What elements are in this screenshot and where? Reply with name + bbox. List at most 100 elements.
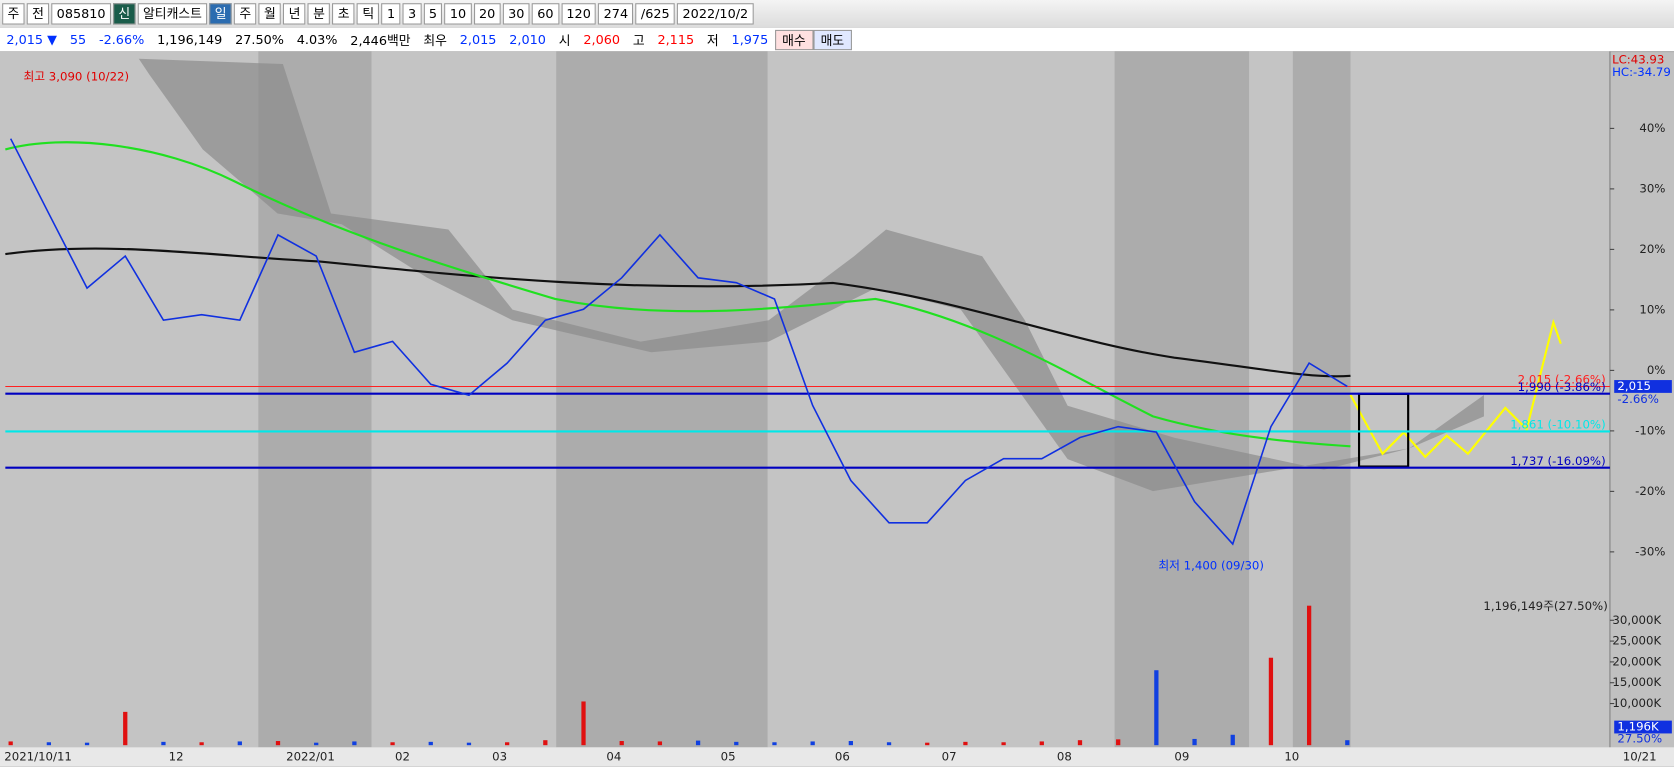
ma-line — [5, 141, 1351, 448]
sell-button[interactable]: 매도 — [813, 29, 852, 50]
volume-bar — [1192, 738, 1197, 746]
forecast-line — [1349, 318, 1562, 459]
toolbar-item[interactable]: 1 — [381, 3, 401, 25]
toolbar-item[interactable]: 085810 — [51, 3, 111, 25]
volume-bar — [466, 742, 472, 746]
toolbar-item[interactable]: 3 — [402, 3, 422, 25]
toolbar-item[interactable]: 월 — [258, 3, 282, 25]
toolbar-item[interactable]: 신 — [113, 3, 136, 25]
toolbar-item[interactable]: 전 — [26, 3, 50, 25]
x-tick-label: 10/21 — [1623, 749, 1657, 763]
x-tick-label: 2021/10/11 — [4, 749, 72, 763]
x-tick-label: 04 — [606, 749, 621, 763]
info-item: 1,975 — [731, 32, 769, 47]
y-tick-label: 20,000K — [1612, 654, 1661, 668]
volume-pct-tag: 27.50% — [1617, 731, 1662, 745]
volume-bar — [1345, 740, 1350, 746]
volume-bar — [505, 742, 510, 746]
toolbar-item[interactable]: 일 — [209, 3, 232, 25]
volume-bar — [657, 741, 663, 746]
volume-bar — [1116, 739, 1121, 746]
pct-tag: -2.66% — [1617, 392, 1659, 406]
volume-bar — [772, 742, 777, 746]
y-tick-label: 20% — [1639, 242, 1665, 256]
buy-button[interactable]: 매수 — [774, 29, 814, 50]
toolbar-item[interactable]: 주 — [2, 3, 25, 25]
price-tag-bg — [1614, 380, 1672, 393]
volume-bar — [390, 742, 395, 746]
toolbar-item[interactable]: /625 — [635, 3, 676, 25]
volume-bar — [1077, 740, 1083, 746]
level-label: 2,015 (-2.66%) — [1518, 373, 1606, 387]
volume-bar — [925, 742, 930, 746]
level-label: 1,861 (-10.10%) — [1510, 418, 1605, 432]
toolbar-item[interactable]: 60 — [531, 3, 559, 25]
date-axis — [0, 747, 1674, 767]
low-label: 최저 1,400 (09/30) — [1158, 558, 1264, 572]
volume-bar — [963, 741, 968, 746]
toolbar-item[interactable]: 10 — [444, 3, 472, 25]
x-tick-label: 12 — [169, 749, 184, 763]
lc-label: LC:43.93 — [1612, 52, 1664, 66]
toolbar-item[interactable]: 틱 — [357, 3, 380, 25]
volume-bar — [314, 742, 319, 746]
info-item: 고 — [632, 32, 645, 48]
toolbar: 주 전 085810 신 알티캐스트 일 주 월 년 분 초 틱 1 3 5 10 20 30 60 120 274/6… — [0, 0, 1674, 29]
info-item: 2,060 — [583, 32, 621, 47]
toolbar-item[interactable]: 2022/10/2 — [677, 3, 754, 25]
price-tag: 2,015 — [1617, 379, 1651, 393]
info-item: 2,010 — [509, 32, 546, 47]
volume-bar — [886, 742, 892, 746]
volume-bar — [46, 742, 52, 746]
volume-bar — [123, 711, 128, 746]
x-tick-label: 07 — [942, 749, 957, 763]
price-line — [9, 138, 1348, 546]
volume-bar — [810, 741, 815, 746]
toolbar-item[interactable]: 알티캐스트 — [137, 3, 208, 25]
volume-bar — [619, 741, 624, 746]
month-band — [1292, 51, 1351, 748]
volume-bar — [1268, 657, 1274, 746]
toolbar-item[interactable]: 주 — [234, 3, 257, 25]
toolbar-item[interactable]: 274 — [598, 3, 634, 25]
info-item: 최우 — [423, 32, 447, 48]
volume-bar — [8, 741, 13, 746]
x-tick-label: 05 — [721, 749, 736, 763]
y-tick-label: 40% — [1639, 121, 1665, 135]
volume-bar — [695, 740, 701, 746]
volume-bar — [352, 741, 357, 746]
toolbar-item[interactable]: 20 — [473, 3, 501, 25]
toolbar-item[interactable]: 30 — [502, 3, 530, 25]
x-tick-label: 03 — [492, 749, 507, 763]
toolbar-item[interactable]: 년 — [283, 3, 306, 25]
volume-bar — [543, 740, 548, 746]
y-tick-label: 10% — [1639, 302, 1665, 316]
y-tick-label: 15,000K — [1612, 675, 1661, 689]
x-tick-label: 02 — [395, 749, 410, 763]
x-tick-label: 10 — [1284, 749, 1299, 763]
y-tick-label: -20% — [1635, 484, 1665, 498]
toolbar-item[interactable]: 5 — [423, 3, 443, 25]
info-item: 시 — [558, 32, 571, 48]
toolbar-item[interactable]: 분 — [307, 3, 331, 25]
x-tick-label: 2022/01 — [286, 749, 335, 763]
cloud — [138, 58, 1484, 492]
info-item: 2,015 — [459, 32, 497, 47]
volume-bar — [581, 701, 586, 746]
volume-label: 1,196,149주(27.50%) — [1483, 599, 1607, 613]
volume-bar — [199, 742, 204, 746]
y-tick-label: 10,000K — [1612, 696, 1661, 710]
volume-bar — [84, 742, 90, 746]
x-tick-label: 09 — [1174, 749, 1189, 763]
toolbar-item[interactable]: 초 — [332, 3, 355, 25]
toolbar-item[interactable]: 120 — [561, 3, 597, 25]
volume-bar — [848, 741, 853, 746]
info-item: 2,115 — [657, 32, 695, 47]
y-tick-label: 30% — [1639, 181, 1665, 195]
volume-bar — [275, 741, 281, 746]
level-label: 1,737 (-16.09%) — [1510, 454, 1605, 468]
high-label: 최고 3,090 (10/22) — [23, 69, 129, 83]
hc-label: HC:-34.79 — [1612, 65, 1671, 79]
info-item: 저 — [706, 32, 719, 48]
